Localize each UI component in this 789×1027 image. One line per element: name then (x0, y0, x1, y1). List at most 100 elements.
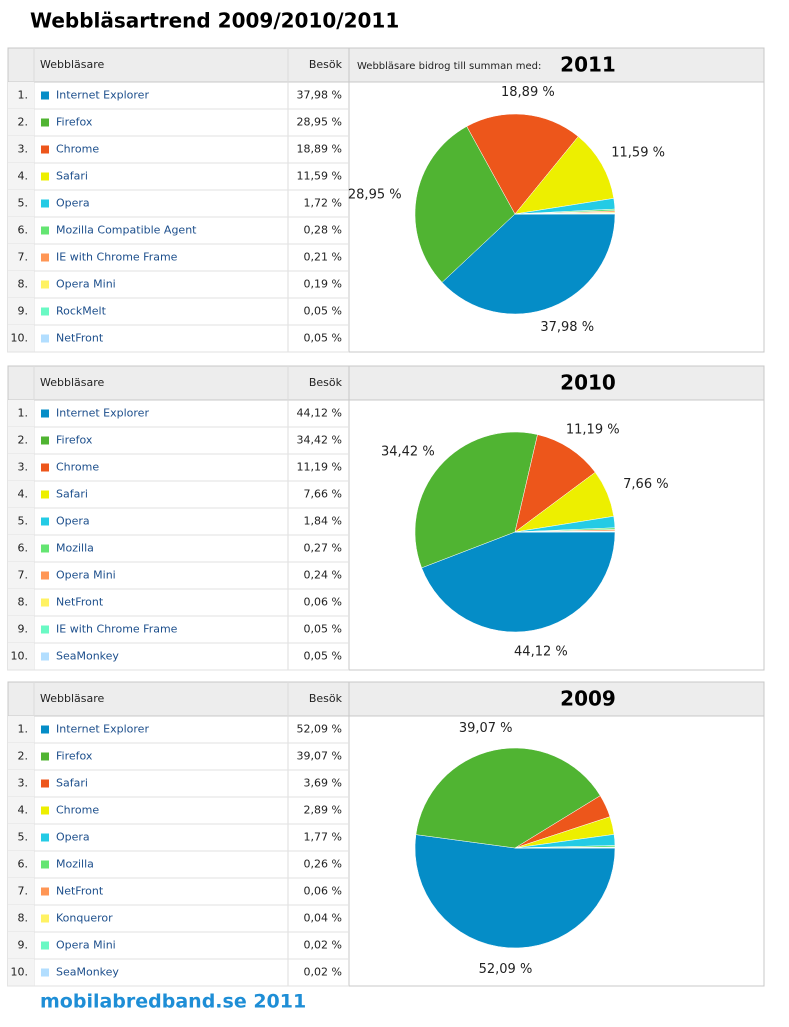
visit-share: 0,06 % (304, 885, 342, 898)
visit-share: 0,21 % (304, 251, 342, 264)
visit-share: 44,12 % (297, 407, 342, 420)
browser-name: Mozilla Compatible Agent (56, 224, 197, 237)
legend-swatch (41, 200, 49, 208)
slice-label: 34,42 % (381, 444, 435, 459)
slice-label: 18,89 % (501, 85, 555, 100)
legend-swatch (41, 861, 49, 869)
rank: 8. (18, 596, 29, 609)
chart-title: 2010 (560, 371, 616, 395)
rank: 1. (18, 89, 29, 102)
slice-label: 11,59 % (611, 146, 665, 161)
legend-swatch (41, 888, 49, 896)
browser-name: IE with Chrome Frame (56, 251, 178, 264)
browser-name: Firefox (56, 116, 93, 129)
visit-share: 0,05 % (304, 623, 342, 636)
visit-share: 1,84 % (304, 515, 342, 528)
legend-swatch (41, 726, 49, 734)
rank: 2. (18, 434, 29, 447)
browser-name: Internet Explorer (56, 407, 149, 420)
browser-name: Konqueror (56, 912, 113, 925)
rank: 9. (18, 623, 29, 636)
browser-name: Opera (56, 831, 90, 844)
chart-title: 2009 (560, 687, 616, 711)
legend-swatch (41, 227, 49, 235)
legend-swatch (41, 915, 49, 923)
legend-swatch (41, 834, 49, 842)
browser-name: Safari (56, 170, 88, 183)
column-header: Besök (309, 58, 343, 71)
legend-swatch (41, 780, 49, 788)
rank: 7. (18, 885, 29, 898)
visit-share: 0,05 % (304, 332, 342, 345)
rank: 10. (11, 332, 29, 345)
legend-swatch (41, 753, 49, 761)
visit-share: 0,05 % (304, 650, 342, 663)
legend-swatch (41, 308, 49, 316)
column-header: Besök (309, 376, 343, 389)
chart-title: 2011 (560, 53, 616, 77)
legend-swatch (41, 807, 49, 815)
browser-name: Safari (56, 488, 88, 501)
browser-name: Opera (56, 197, 90, 210)
column-header: Besök (309, 692, 343, 705)
rank: 10. (11, 966, 29, 979)
rank: 4. (18, 488, 29, 501)
visit-share: 0,02 % (304, 939, 342, 952)
browser-name: Opera Mini (56, 278, 116, 291)
visit-share: 0,06 % (304, 596, 342, 609)
browser-name: NetFront (56, 596, 104, 609)
visit-share: 0,28 % (304, 224, 342, 237)
rank: 4. (18, 170, 29, 183)
rank: 5. (18, 515, 29, 528)
browser-name: SeaMonkey (56, 966, 119, 979)
rank: 9. (18, 305, 29, 318)
legend-swatch (41, 518, 49, 526)
browser-name: Internet Explorer (56, 723, 149, 736)
browser-name: Firefox (56, 434, 93, 447)
visit-share: 7,66 % (304, 488, 342, 501)
rank: 7. (18, 251, 29, 264)
header-row (8, 366, 764, 400)
legend-swatch (41, 464, 49, 472)
legend-swatch (41, 254, 49, 262)
rank: 3. (18, 461, 29, 474)
rank: 6. (18, 542, 29, 555)
visit-share: 28,95 % (297, 116, 342, 129)
browser-name: IE with Chrome Frame (56, 623, 178, 636)
visit-share: 0,27 % (304, 542, 342, 555)
browser-name: Firefox (56, 750, 93, 763)
slice-label: 44,12 % (514, 644, 568, 659)
legend-swatch (41, 146, 49, 154)
visit-share: 2,89 % (304, 804, 342, 817)
visit-share: 0,02 % (304, 966, 342, 979)
visit-share: 11,19 % (297, 461, 342, 474)
rank: 4. (18, 804, 29, 817)
visit-share: 3,69 % (304, 777, 342, 790)
legend-swatch (41, 572, 49, 580)
slice-label: 11,19 % (566, 422, 620, 437)
visit-share: 0,05 % (304, 305, 342, 318)
rank: 8. (18, 278, 29, 291)
rank: 6. (18, 858, 29, 871)
legend-swatch (41, 92, 49, 100)
rank: 8. (18, 912, 29, 925)
page-title: Webbläsartrend 2009/2010/2011 (30, 9, 399, 33)
rank: 3. (18, 777, 29, 790)
footer: mobilabredband.se 2011 (40, 991, 306, 1013)
chart-note: Webbläsare bidrog till summan med: (357, 61, 541, 72)
legend-swatch (41, 626, 49, 634)
header-row (8, 682, 764, 716)
legend-swatch (41, 545, 49, 553)
legend-swatch (41, 335, 49, 343)
browser-name: Opera Mini (56, 939, 116, 952)
browser-name: Opera (56, 515, 90, 528)
rank: 7. (18, 569, 29, 582)
visit-share: 0,04 % (304, 912, 342, 925)
rank: 5. (18, 197, 29, 210)
rank: 1. (18, 723, 29, 736)
legend-swatch (41, 969, 49, 977)
browser-name: SeaMonkey (56, 650, 119, 663)
column-header: Webbläsare (40, 58, 105, 71)
visit-share: 0,26 % (304, 858, 342, 871)
